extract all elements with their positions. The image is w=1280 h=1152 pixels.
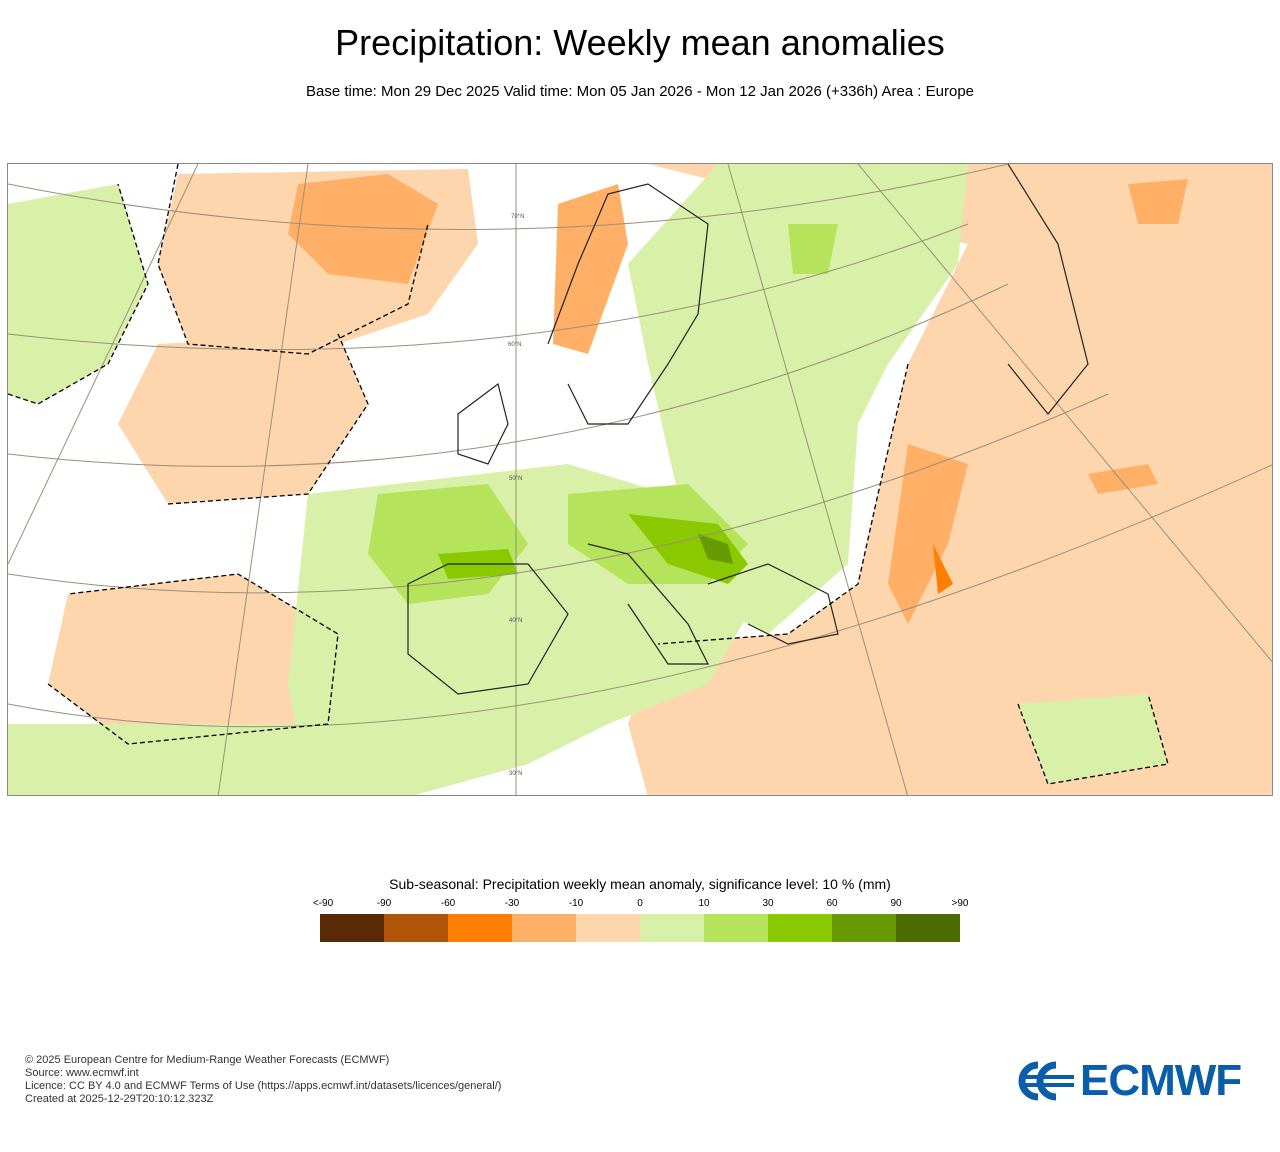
dry-anomaly-regions xyxy=(48,164,1272,795)
legend-label: 60 xyxy=(826,898,838,909)
legend-labels: <-90 -90 -60 -30 -10 0 10 30 60 90 >90 xyxy=(290,898,990,912)
ecmwf-logo-icon xyxy=(1018,1061,1074,1101)
latitude-labels: 70°N 60°N 50°N 40°N 30°N xyxy=(508,214,524,777)
legend-label: 30 xyxy=(762,898,774,909)
legend-swatch xyxy=(704,914,768,942)
legend-label: -10 xyxy=(568,898,584,909)
lat-label-40: 40°N xyxy=(509,618,522,624)
legend-label: -30 xyxy=(504,898,520,909)
legend-swatch xyxy=(768,914,832,942)
legend-label: 10 xyxy=(698,898,710,909)
ecmwf-logo-text: ECMWF xyxy=(1080,1056,1242,1105)
legend-swatch xyxy=(512,914,576,942)
footer: © 2025 European Centre for Medium-Range … xyxy=(25,1054,501,1106)
legend-swatch xyxy=(576,914,640,942)
legend-label: -90 xyxy=(376,898,392,909)
page-title: Precipitation: Weekly mean anomalies xyxy=(335,22,945,63)
legend-swatch xyxy=(448,914,512,942)
legend-swatch xyxy=(384,914,448,942)
legend-colorbar xyxy=(320,914,960,942)
created-line: Created at 2025-12-29T20:10:12.323Z xyxy=(25,1093,214,1105)
lat-label-30: 30°N xyxy=(509,771,522,777)
legend-label: 0 xyxy=(637,898,643,909)
legend-swatch xyxy=(832,914,896,942)
page-subtitle: Base time: Mon 29 Dec 2025 Valid time: M… xyxy=(305,83,975,100)
map-canvas: 70°N 60°N 50°N 40°N 30°N xyxy=(8,164,1272,795)
lat-label-70: 70°N xyxy=(511,214,524,220)
coastlines xyxy=(407,164,1089,695)
licence-line: Licence: CC BY 4.0 and ECMWF Terms of Us… xyxy=(25,1080,502,1092)
legend-label: -60 xyxy=(440,898,456,909)
graticule xyxy=(8,164,1272,795)
source-line: Source: www.ecmwf.int xyxy=(25,1067,139,1079)
legend-swatch xyxy=(896,914,960,942)
significance-contours xyxy=(8,164,1169,785)
legend-swatch xyxy=(640,914,704,942)
legend-swatch xyxy=(320,914,384,942)
lat-label-60: 60°N xyxy=(508,342,521,348)
anomaly-map: 70°N 60°N 50°N 40°N 30°N xyxy=(7,163,1273,796)
legend-label: 90 xyxy=(890,898,902,909)
lat-label-50: 50°N xyxy=(509,476,522,482)
copyright-line: © 2025 European Centre for Medium-Range … xyxy=(25,1054,390,1066)
legend-label: <-90 xyxy=(312,898,334,909)
ecmwf-logo: ECMWF xyxy=(1018,1056,1242,1105)
legend-title: Sub-seasonal: Precipitation weekly mean … xyxy=(389,876,891,892)
wet-anomaly-regions xyxy=(8,164,1168,795)
legend-label: >90 xyxy=(951,898,969,909)
